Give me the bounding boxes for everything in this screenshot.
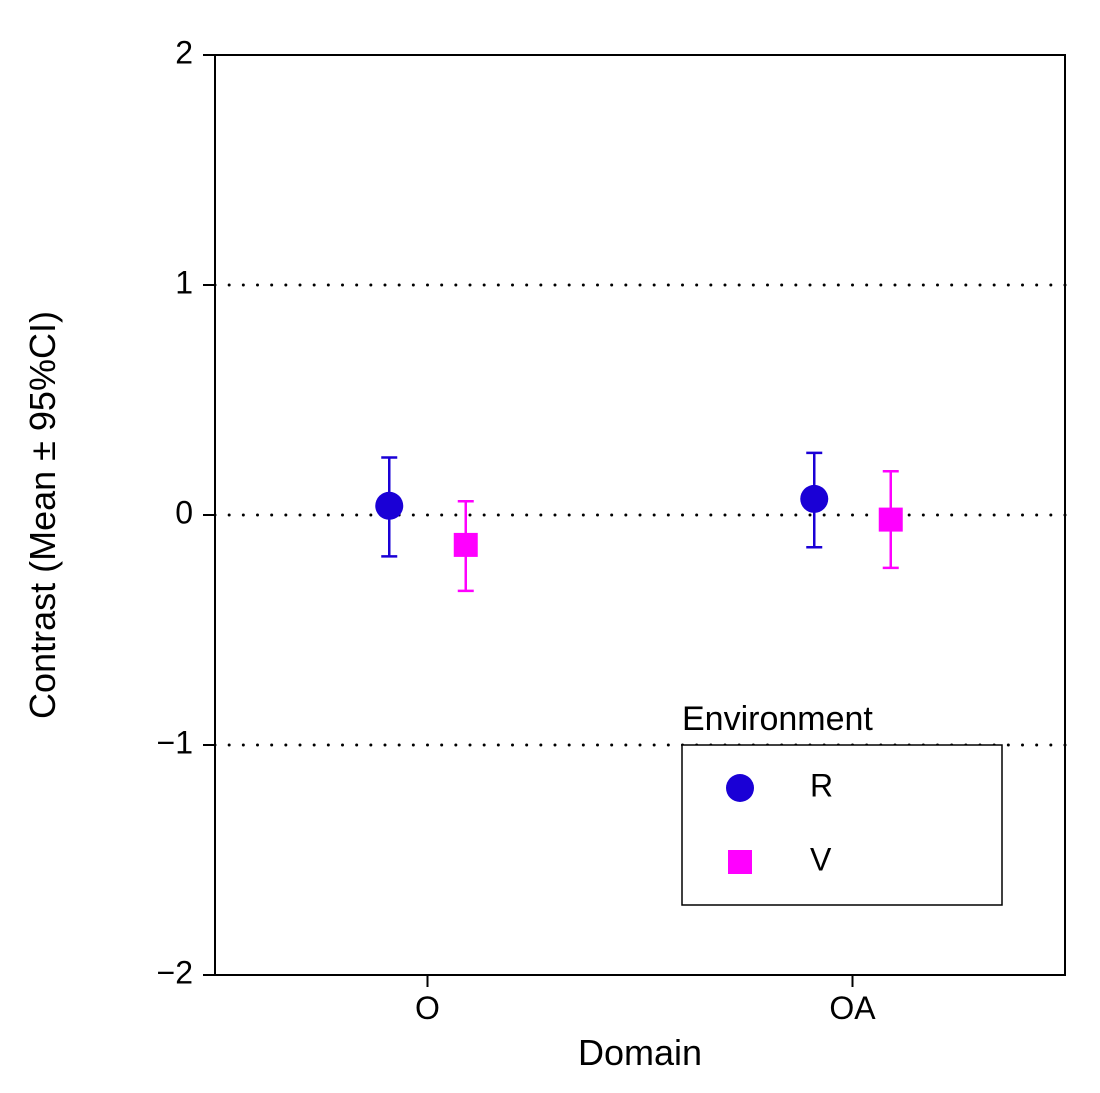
gridline	[214, 514, 1067, 517]
legend-marker-circle	[726, 774, 754, 802]
x-tick-label: OA	[829, 990, 876, 1026]
errorbar-chart: −2 −1 0 1 2 O OA Contrast (Mean ± 95%CI) Domain E…	[0, 0, 1100, 1093]
marker-circle	[375, 492, 403, 520]
chart-container: −2 −1 0 1 2 O OA Contrast (Mean ± 95%CI) Domain E…	[0, 0, 1100, 1093]
legend-box	[682, 745, 1002, 905]
y-axis-label: Contrast (Mean ± 95%CI)	[22, 311, 63, 719]
y-tick-label: 0	[175, 494, 193, 530]
marker-square	[879, 508, 903, 532]
gridline	[214, 284, 1067, 287]
marker-square	[454, 533, 478, 557]
y-tick-label: −1	[157, 724, 193, 760]
y-tick-label: 1	[175, 264, 193, 300]
legend-item-label: R	[810, 767, 833, 803]
x-tick-label: O	[415, 990, 440, 1026]
x-axis-label: Domain	[578, 1032, 702, 1073]
legend-title: Environment	[682, 700, 873, 738]
y-tick-label: −2	[157, 954, 193, 990]
marker-circle	[800, 485, 828, 513]
legend-item-label: V	[810, 841, 832, 877]
y-tick-label: 2	[175, 34, 193, 70]
legend-marker-square	[728, 850, 752, 874]
